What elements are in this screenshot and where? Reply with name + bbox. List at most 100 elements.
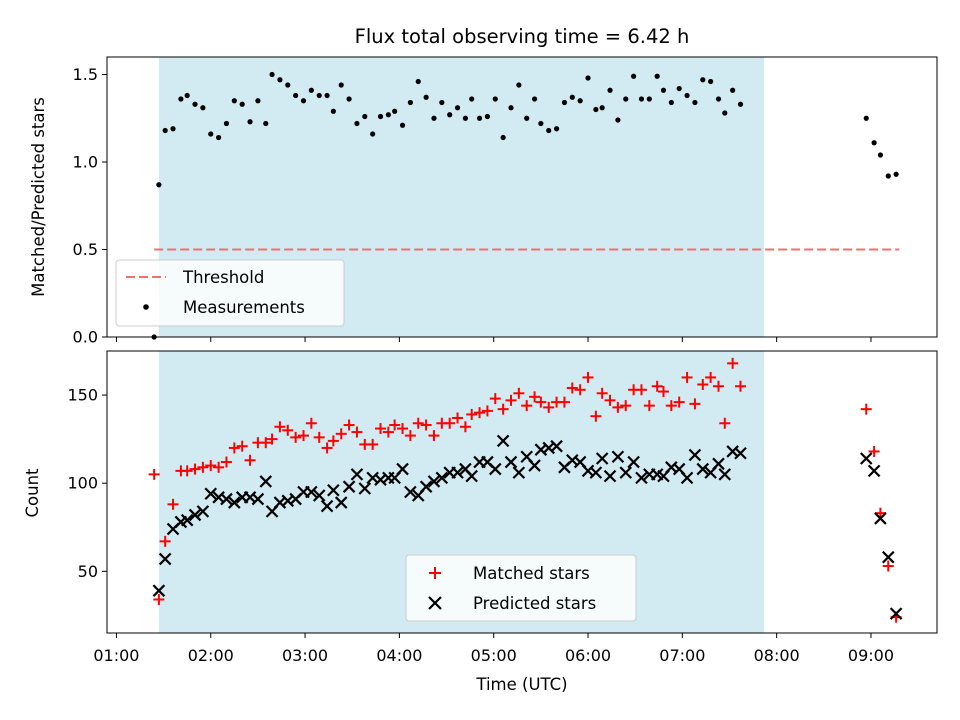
predicted-stars-point xyxy=(427,475,441,488)
predicted-x-b xyxy=(459,462,472,476)
predicted-x-b xyxy=(635,471,648,485)
matched-stars-point xyxy=(236,440,248,452)
legend-predicted-label: Predicted stars xyxy=(473,594,596,613)
predicted-stars-point xyxy=(611,450,625,464)
measurement-point xyxy=(730,87,736,93)
predicted-x-b xyxy=(281,494,295,508)
measurement-point xyxy=(208,131,214,137)
matched-stars-point xyxy=(604,394,616,406)
measurement-point xyxy=(454,105,461,111)
predicted-stars-point xyxy=(512,466,526,479)
matched-stars-point xyxy=(521,400,533,412)
measurement-point xyxy=(469,96,475,102)
matched-stars-point xyxy=(582,371,594,383)
measurement-point xyxy=(871,140,877,146)
x-axis-label: Time (UTC) xyxy=(475,675,567,694)
predicted-stars-point xyxy=(488,462,502,476)
predicted-x-b xyxy=(259,475,273,488)
measurement-point xyxy=(607,87,613,93)
measurement-point xyxy=(524,115,530,121)
measurement-point xyxy=(593,106,599,113)
matched-stars-point xyxy=(735,380,747,392)
bottom-x-tick-label: 09:00 xyxy=(848,646,894,665)
measurement-point xyxy=(585,75,591,81)
measurement-point xyxy=(324,92,330,99)
measurement-point xyxy=(156,182,162,188)
measurement-point xyxy=(316,92,322,99)
matched-stars-point xyxy=(266,433,278,445)
predicted-x-b xyxy=(251,492,265,506)
predicted-stars-point xyxy=(204,487,218,501)
predicted-stars-point xyxy=(342,480,356,493)
bottom-x-tick-label: 04:00 xyxy=(376,646,422,665)
matched-stars-point xyxy=(620,400,632,412)
matched-stars-point xyxy=(290,431,302,443)
top-x-ticks xyxy=(115,337,872,342)
matched-stars-point xyxy=(404,430,416,442)
measurement-point xyxy=(178,96,184,102)
matched-stars-point xyxy=(282,424,294,436)
predicted-x-b xyxy=(327,483,340,497)
predicted-x-b xyxy=(619,466,633,479)
predicted-stars-point xyxy=(196,505,210,518)
matched-stars-point xyxy=(697,378,709,390)
predicted-x-b xyxy=(603,469,617,483)
predicted-x-b xyxy=(320,499,334,513)
top-y-axis-label: Matched/Predicted stars xyxy=(29,97,48,297)
top-legend: Threshold Measurements xyxy=(115,259,345,327)
predicted-x-b xyxy=(451,466,464,479)
predicted-x-b xyxy=(342,480,356,493)
predicted-x-b xyxy=(889,607,903,620)
predicted-stars-point xyxy=(881,550,895,564)
measurement-point xyxy=(546,127,552,134)
measurement-point xyxy=(399,122,406,128)
measurement-point xyxy=(407,99,413,106)
measurement-point xyxy=(492,96,498,102)
matched-stars-point xyxy=(181,465,193,477)
measurement-point xyxy=(447,112,453,118)
measurements-series xyxy=(151,71,899,340)
chart-title: Flux total observing time = 6.42 h xyxy=(355,25,690,48)
matched-stars-point xyxy=(474,407,486,419)
measurement-point xyxy=(269,71,275,78)
matched-stars-point xyxy=(367,438,379,450)
matched-stars-point xyxy=(882,560,894,572)
bottom-x-tick-label: 06:00 xyxy=(565,646,611,665)
measurement-point xyxy=(385,112,391,118)
measurement-point xyxy=(863,115,869,121)
predicted-stars-point xyxy=(603,469,617,483)
predicted-stars-point xyxy=(718,468,732,481)
predicted-x-b xyxy=(512,466,526,479)
predicted-x-b xyxy=(158,552,172,566)
predicted-stars-point xyxy=(874,512,887,525)
matched-stars-point xyxy=(420,419,432,431)
predicted-x-b xyxy=(220,492,233,506)
matched-stars-point xyxy=(159,535,171,547)
bottom-x-tick-label: 07:00 xyxy=(659,646,705,665)
top-y-tick-label: 0.5 xyxy=(73,240,98,259)
measurement-point xyxy=(722,110,728,116)
measurement-point xyxy=(516,82,522,88)
measurement-point xyxy=(354,120,360,127)
legend-matched-swatch xyxy=(429,567,441,579)
matched-stars-point xyxy=(313,431,325,443)
matched-stars-point xyxy=(343,419,355,431)
matched-stars-point xyxy=(228,442,240,454)
measurement-point xyxy=(638,96,645,102)
measurement-point xyxy=(631,73,637,79)
matched-stars-point xyxy=(505,394,517,406)
predicted-x-b xyxy=(874,512,887,525)
bottom-legend: Matched stars Predicted stars xyxy=(405,554,637,622)
predicted-x-b xyxy=(688,448,702,462)
predicted-x-b xyxy=(180,513,194,527)
top-y-tick-label: 1.5 xyxy=(73,65,98,84)
predicted-x-b xyxy=(350,468,364,481)
measurement-point xyxy=(300,98,307,104)
measurement-point xyxy=(277,77,283,83)
bottom-y-axis-label: Count xyxy=(23,468,42,518)
matched-stars-point xyxy=(297,430,309,442)
predicted-x-b xyxy=(273,496,287,509)
matched-stars-point xyxy=(197,461,209,473)
bottom-legend-box xyxy=(405,554,637,622)
measurement-point xyxy=(599,105,605,111)
